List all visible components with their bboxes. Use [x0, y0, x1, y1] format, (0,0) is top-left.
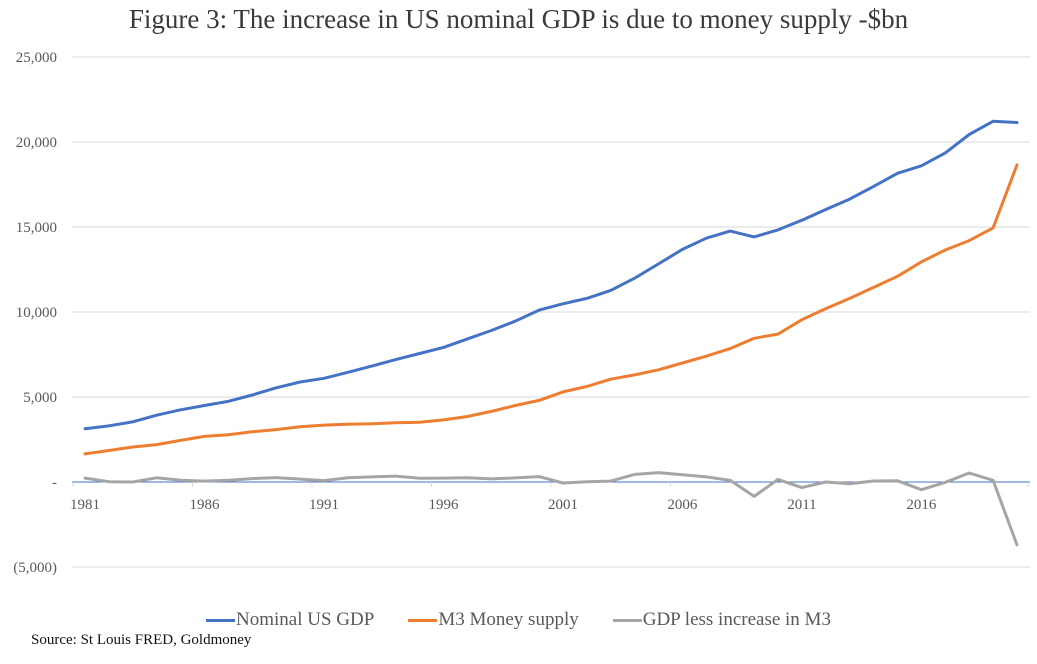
legend-item-m3: M3 Money supply	[408, 609, 579, 631]
series-line-gdp	[83, 119, 1019, 431]
legend: Nominal US GDP M3 Money supply GDP less …	[0, 609, 1037, 631]
legend-label-m3: M3 Money supply	[438, 609, 579, 630]
legend-item-gdp-less-m3: GDP less increase in M3	[612, 609, 831, 631]
gridlines	[72, 56, 1030, 568]
x-tick-label: 2006	[667, 497, 698, 513]
x-tick-label: 2016	[906, 497, 937, 513]
x-tick-label: 1986	[189, 497, 220, 513]
y-tick-label: 10,000	[16, 305, 57, 321]
x-tick-label: 2001	[548, 497, 578, 513]
x-axis: 1981 1986 1991 1996 2001 2006 2011 2016	[70, 481, 1030, 513]
y-tick-label: 25,000	[16, 50, 57, 66]
legend-label-gdp-less-m3: GDP less increase in M3	[642, 609, 831, 630]
y-tick-label: 15,000	[16, 220, 57, 236]
y-tick-label: -	[52, 475, 57, 491]
series-lines	[83, 119, 1019, 547]
x-tick-label: 2011	[787, 497, 816, 513]
series-line-gdp-less-m3	[83, 471, 1019, 547]
y-tick-label: 5,000	[23, 390, 57, 406]
source-note: Source: St Louis FRED, Goldmoney	[31, 632, 252, 648]
x-tick-label: 1991	[309, 497, 339, 513]
series-line-m3	[83, 163, 1019, 456]
legend-swatch-gdp-less-m3	[612, 618, 642, 622]
legend-swatch-gdp	[206, 618, 236, 622]
y-tick-label: 20,000	[16, 135, 57, 151]
legend-label-gdp: Nominal US GDP	[236, 609, 375, 630]
chart-title: Figure 3: The increase in US nominal GDP…	[128, 4, 909, 34]
legend-swatch-m3	[408, 618, 438, 622]
y-tick-label: (5,000)	[13, 560, 57, 576]
legend-item-gdp: Nominal US GDP	[206, 609, 374, 631]
x-tick-label: 1981	[70, 497, 100, 513]
y-axis-ticks: 25,000 20,000 15,000 10,000 5,000 - (5,000)	[13, 50, 57, 576]
x-tick-label: 1996	[428, 497, 459, 513]
